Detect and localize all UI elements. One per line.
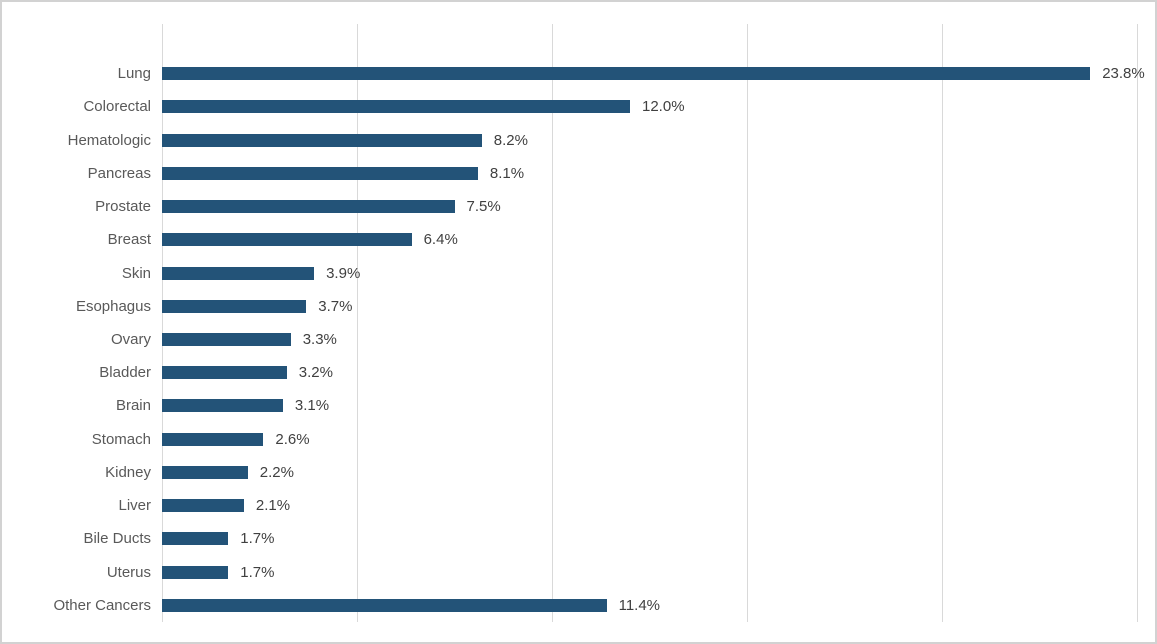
chart-row: Colorectal 12.0%	[2, 90, 1155, 123]
y-axis-line	[162, 24, 163, 622]
gridline	[357, 24, 358, 622]
category-label: Other Cancers	[53, 596, 151, 614]
bar	[162, 266, 315, 280]
chart-row: Uterus 1.7%	[2, 556, 1155, 589]
value-label: 12.0%	[642, 98, 685, 116]
chart-row: Prostate 7.5%	[2, 190, 1155, 223]
value-label: 2.2%	[259, 463, 294, 481]
chart-row: Hematologic 8.2%	[2, 123, 1155, 156]
bar	[162, 432, 264, 446]
bar	[162, 133, 482, 147]
chart-row: Pancreas 8.1%	[2, 157, 1155, 190]
bar	[162, 67, 1091, 81]
bar	[162, 233, 412, 247]
bar	[162, 532, 229, 546]
category-label: Bladder	[99, 364, 151, 382]
category-label: Colorectal	[83, 98, 151, 116]
bar	[162, 465, 248, 479]
chart-row: Liver 2.1%	[2, 489, 1155, 522]
category-label: Lung	[117, 65, 151, 83]
category-label: Liver	[118, 497, 151, 515]
value-label: 3.2%	[298, 364, 333, 382]
bar	[162, 598, 607, 612]
chart-row: Esophagus 3.7%	[2, 290, 1155, 323]
gridline	[942, 24, 943, 622]
gridline	[1137, 24, 1138, 622]
value-label: 7.5%	[466, 198, 501, 216]
category-label: Skin	[121, 264, 151, 282]
category-label: Stomach	[91, 430, 151, 448]
chart-row: Lung 23.8%	[2, 57, 1155, 90]
category-label: Pancreas	[87, 164, 151, 182]
category-label: Brain	[115, 397, 151, 415]
chart-row: Brain 3.1%	[2, 389, 1155, 422]
bar	[162, 499, 244, 513]
category-label: Hematologic	[67, 131, 151, 149]
category-label: Prostate	[95, 198, 151, 216]
value-label: 1.7%	[240, 563, 275, 581]
chart-row: Kidney 2.2%	[2, 456, 1155, 489]
category-label: Kidney	[105, 463, 151, 481]
value-label: 3.3%	[302, 330, 337, 348]
bar	[162, 299, 307, 313]
bar	[162, 166, 478, 180]
value-label: 2.6%	[275, 430, 310, 448]
category-label: Bile Ducts	[83, 530, 151, 548]
bar	[162, 200, 455, 214]
category-label: Breast	[107, 231, 151, 249]
bar	[162, 366, 287, 380]
value-label: 8.1%	[489, 164, 525, 182]
chart-row: Bladder 3.2%	[2, 356, 1155, 389]
gridline	[747, 24, 748, 622]
value-label: 3.9%	[326, 264, 361, 282]
value-label: 2.1%	[255, 497, 291, 515]
chart-rows: Lung 23.8% Colorectal 12.0% Hematologic 8.2% P…	[2, 57, 1155, 622]
value-label: 23.8%	[1102, 65, 1145, 83]
chart-row: Other Cancers 11.4%	[2, 589, 1155, 622]
bar	[162, 399, 283, 413]
category-label: Esophagus	[75, 297, 151, 315]
plot-area	[162, 24, 1138, 622]
value-label: 11.4%	[618, 596, 661, 614]
chart-row: Bile Ducts 1.7%	[2, 522, 1155, 555]
chart-row: Ovary 3.3%	[2, 323, 1155, 356]
value-label: 8.2%	[493, 131, 528, 149]
chart-row: Stomach 2.6%	[2, 423, 1155, 456]
value-label: 3.7%	[318, 297, 353, 315]
chart-row: Skin 3.9%	[2, 256, 1155, 289]
bar	[162, 565, 229, 579]
chart-row: Breast 6.4%	[2, 223, 1155, 256]
value-label: 6.4%	[423, 231, 458, 249]
bar	[162, 100, 630, 114]
category-label: Uterus	[106, 563, 151, 581]
gridline	[552, 24, 553, 622]
bar	[162, 332, 291, 346]
value-label: 1.7%	[240, 530, 275, 548]
category-label: Ovary	[110, 330, 151, 348]
value-label: 3.1%	[294, 397, 330, 415]
